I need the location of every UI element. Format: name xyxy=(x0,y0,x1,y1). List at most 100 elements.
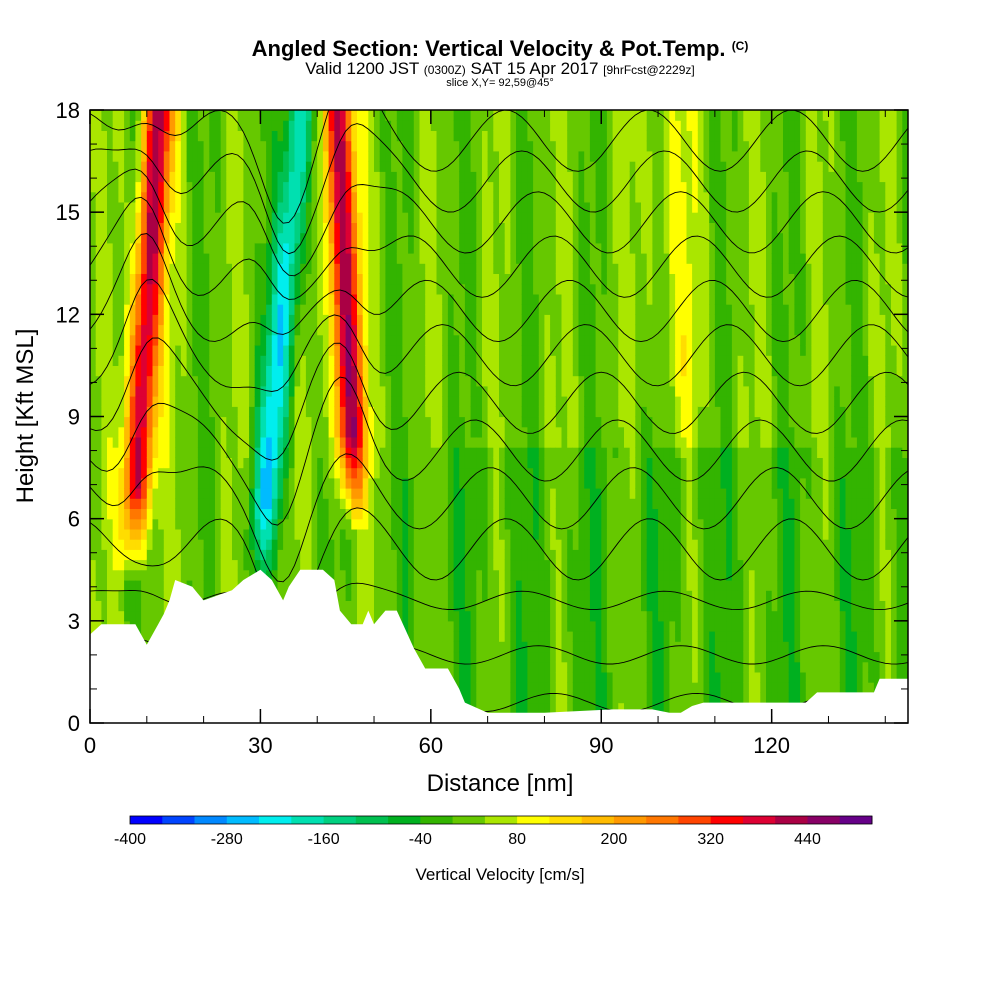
velocity-cell xyxy=(107,283,114,295)
velocity-cell xyxy=(146,120,154,131)
velocity-cell xyxy=(300,212,307,223)
velocity-cell xyxy=(504,396,511,407)
velocity-cell xyxy=(476,314,483,326)
velocity-cell xyxy=(379,467,386,479)
velocity-cell xyxy=(271,314,279,326)
velocity-cell xyxy=(95,436,102,448)
velocity-cell xyxy=(459,569,466,581)
velocity-cell xyxy=(538,559,546,571)
velocity-cell xyxy=(266,477,273,489)
velocity-cell xyxy=(464,498,472,509)
velocity-cell xyxy=(362,406,369,418)
velocity-cell xyxy=(391,263,398,274)
velocity-cell xyxy=(243,171,250,183)
velocity-cell xyxy=(504,447,511,458)
velocity-cell xyxy=(345,334,352,346)
velocity-cell xyxy=(419,355,426,366)
velocity-cell xyxy=(436,467,443,479)
velocity-cell xyxy=(209,130,216,142)
velocity-cell xyxy=(266,569,273,581)
velocity-cell xyxy=(112,375,119,387)
velocity-cell xyxy=(254,130,261,142)
velocity-cell xyxy=(453,191,460,203)
velocity-cell xyxy=(419,436,426,448)
velocity-cell xyxy=(141,498,148,509)
velocity-cell xyxy=(470,396,477,407)
velocity-cell xyxy=(374,467,381,479)
velocity-cell xyxy=(300,150,307,162)
velocity-cell xyxy=(215,130,222,142)
velocity-cell xyxy=(351,283,358,295)
velocity-cell xyxy=(317,110,324,121)
velocity-cell xyxy=(226,304,233,315)
velocity-cell xyxy=(516,283,523,295)
velocity-cell xyxy=(243,161,250,172)
velocity-cell xyxy=(516,559,523,571)
velocity-cell xyxy=(504,477,511,489)
velocity-cell xyxy=(322,508,330,520)
velocity-cell xyxy=(266,334,273,346)
velocity-cell xyxy=(135,365,142,377)
velocity-cell xyxy=(322,283,330,295)
velocity-cell xyxy=(294,426,301,438)
velocity-cell xyxy=(232,549,239,561)
velocity-cell xyxy=(459,375,466,387)
velocity-cell xyxy=(374,508,381,520)
velocity-cell xyxy=(476,130,483,142)
velocity-cell xyxy=(311,396,318,407)
velocity-cell xyxy=(351,324,358,336)
velocity-cell xyxy=(482,355,489,366)
velocity-cell xyxy=(118,334,125,346)
velocity-cell xyxy=(180,304,188,315)
velocity-cell xyxy=(368,242,375,254)
velocity-cell xyxy=(538,692,546,704)
velocity-cell xyxy=(425,528,432,540)
velocity-cell xyxy=(391,253,398,264)
velocity-cell xyxy=(152,416,159,428)
velocity-cell xyxy=(413,631,421,642)
velocity-cell xyxy=(260,161,267,172)
velocity-cell xyxy=(408,549,415,561)
velocity-cell xyxy=(442,651,449,663)
velocity-cell xyxy=(288,253,296,264)
velocity-cell xyxy=(118,293,125,305)
velocity-cell xyxy=(135,334,142,346)
velocity-cell xyxy=(141,334,148,346)
velocity-cell xyxy=(362,232,369,244)
velocity-cell xyxy=(482,345,489,356)
velocity-cell xyxy=(487,222,494,234)
velocity-cell xyxy=(391,140,398,152)
velocity-cell xyxy=(516,426,523,438)
velocity-cell xyxy=(447,385,455,397)
velocity-cell xyxy=(243,549,250,561)
velocity-cell xyxy=(186,426,193,438)
velocity-cell xyxy=(550,528,557,540)
velocity-cell xyxy=(129,447,137,458)
velocity-cell xyxy=(430,293,438,305)
velocity-cell xyxy=(118,477,125,489)
velocity-cell xyxy=(169,569,176,581)
velocity-cell xyxy=(555,385,563,397)
velocity-cell xyxy=(391,365,398,377)
velocity-cell xyxy=(203,365,210,377)
velocity-cell xyxy=(493,334,500,346)
velocity-cell xyxy=(442,610,449,622)
velocity-cell xyxy=(311,518,318,530)
velocity-cell xyxy=(260,477,267,489)
velocity-cell xyxy=(317,518,324,530)
velocity-cell xyxy=(237,161,244,172)
velocity-cell xyxy=(226,263,233,274)
velocity-cell xyxy=(209,304,216,315)
velocity-cell xyxy=(209,477,216,489)
velocity-cell xyxy=(487,498,494,509)
velocity-cell xyxy=(538,314,546,326)
velocity-cell xyxy=(271,283,279,295)
velocity-cell xyxy=(396,590,404,601)
velocity-cell xyxy=(305,212,313,223)
velocity-cell xyxy=(288,447,296,458)
velocity-cell xyxy=(283,457,290,469)
velocity-cell xyxy=(271,120,279,131)
velocity-cell xyxy=(504,600,511,612)
velocity-cell xyxy=(413,201,421,213)
velocity-cell xyxy=(197,559,205,571)
